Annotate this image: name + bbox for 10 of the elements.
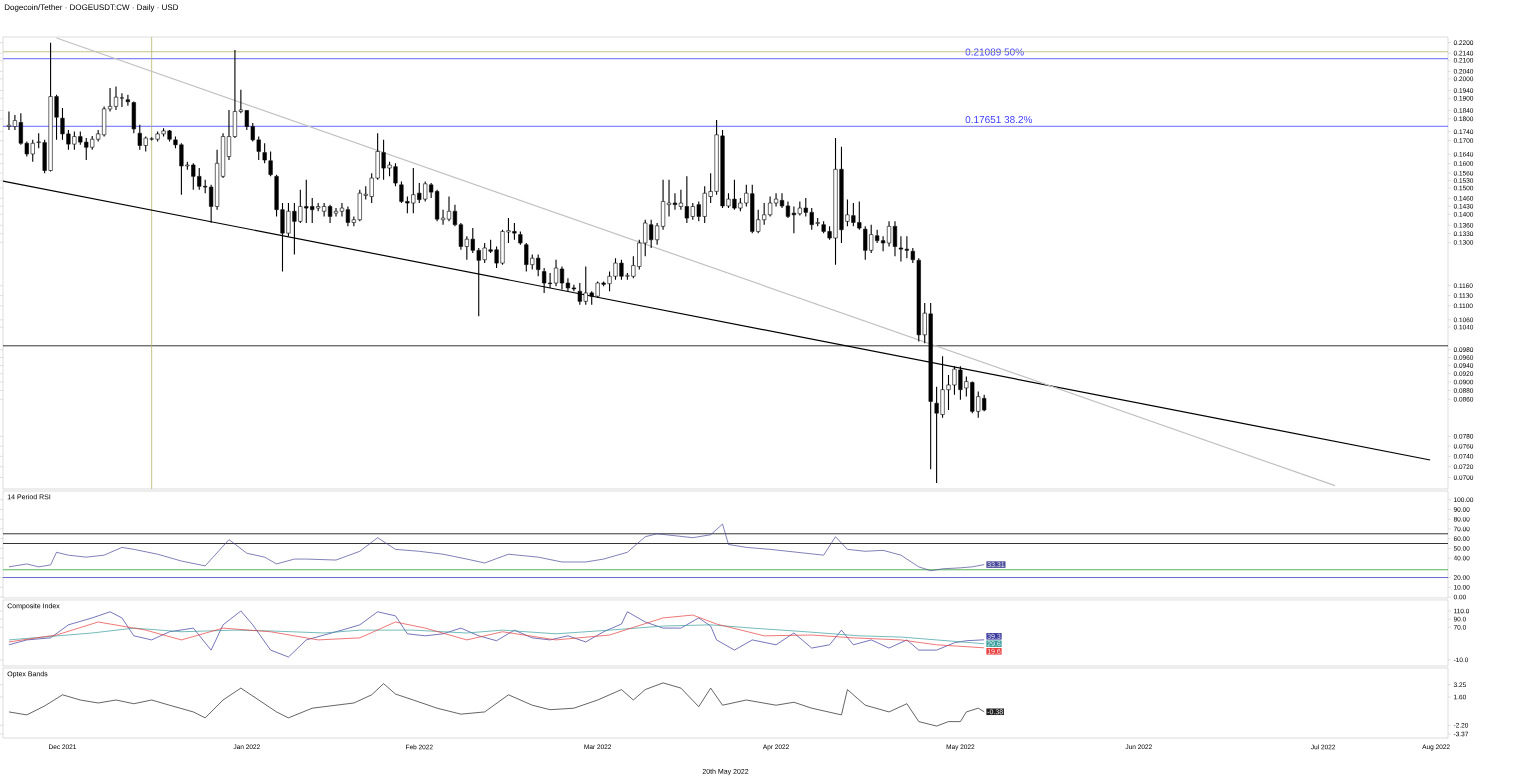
candlestick: [518, 230, 523, 246]
candlestick: [119, 92, 125, 108]
candlestick: [892, 220, 898, 257]
ref-line-label: 0.21089 50%: [965, 48, 1024, 56]
candlestick: [125, 94, 130, 107]
ref-line-label: 0.17651 38.2%: [965, 116, 1033, 124]
chart-title: Dogecoin/Tether · DOGEUSDT:CW · Daily · USD: [4, 4, 179, 12]
candlestick: [446, 195, 452, 222]
candlestick: [113, 85, 119, 111]
candlestick: [779, 192, 785, 209]
